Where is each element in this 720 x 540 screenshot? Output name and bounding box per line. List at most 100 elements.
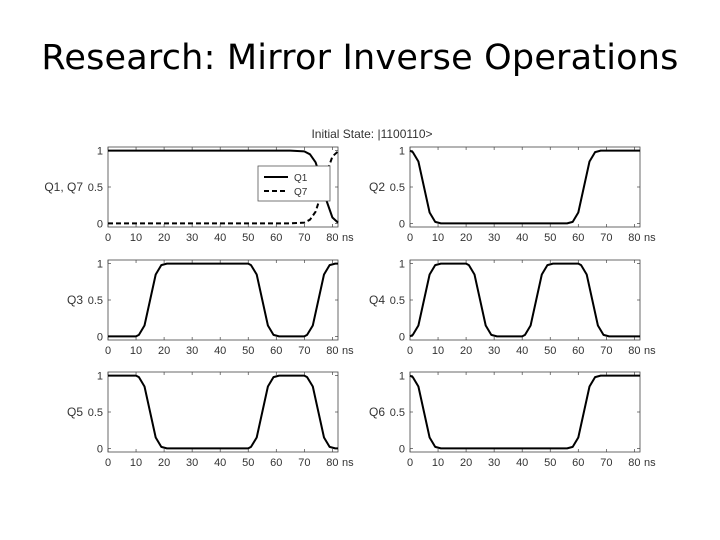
x-tick-label-2: 40 bbox=[516, 232, 528, 244]
plot-frame-3 bbox=[107, 259, 339, 341]
y-tick-label-2: 0.5 bbox=[390, 182, 405, 194]
x-tick-label-2: 60 bbox=[572, 232, 584, 244]
y-tick-label-5: 0 bbox=[97, 443, 103, 455]
series-line-4-1 bbox=[409, 262, 640, 338]
y-axis-label-3: Q3 bbox=[67, 293, 83, 307]
y-tick-label-1: 0 bbox=[97, 218, 103, 230]
x-tick-label-1: 40 bbox=[214, 232, 226, 244]
series-line-1-q7 bbox=[108, 150, 339, 225]
y-tick-label-1: 1 bbox=[97, 146, 103, 158]
series-line-5-1 bbox=[108, 374, 338, 450]
x-tick-label-4: 50 bbox=[544, 345, 556, 357]
x-tick-label-1: 70 bbox=[298, 232, 310, 244]
x-tick-label-6: 70 bbox=[600, 457, 612, 469]
x-tick-label-3: 70 bbox=[298, 345, 310, 357]
y-axis-label-1: Q1, Q7 bbox=[44, 180, 83, 194]
x-tick-label-5: 40 bbox=[214, 457, 226, 469]
y-tick-label-2: 1 bbox=[399, 146, 405, 158]
x-tick-label-4: 0 bbox=[407, 345, 413, 357]
y-tick-label-4: 0.5 bbox=[390, 295, 405, 307]
y-tick-label-6: 0 bbox=[399, 443, 405, 455]
plot-frame-5 bbox=[107, 371, 339, 453]
x-tick-label-5: 50 bbox=[242, 457, 254, 469]
slide-title: Research: Mirror Inverse Operations bbox=[41, 38, 679, 78]
x-tick-label-6: 20 bbox=[460, 457, 472, 469]
x-tick-label-1: 50 bbox=[242, 232, 254, 244]
x-tick-label-2: 0 bbox=[407, 232, 413, 244]
x-tick-label-1: 60 bbox=[270, 232, 282, 244]
x-tick-label-5: 80 bbox=[326, 457, 338, 469]
x-tick-label-1: 10 bbox=[130, 232, 142, 244]
x-tick-label-3: 50 bbox=[242, 345, 254, 357]
y-axis-label-5: Q5 bbox=[67, 405, 83, 419]
x-tick-label-1: 30 bbox=[186, 232, 198, 244]
y-tick-label-1: 0.5 bbox=[88, 182, 103, 194]
y-axis-label-6: Q6 bbox=[369, 405, 385, 419]
x-tick-label-2: 10 bbox=[432, 232, 444, 244]
x-tick-label-2: 80 bbox=[628, 232, 640, 244]
x-tick-label-3: 40 bbox=[214, 345, 226, 357]
y-tick-label-6: 1 bbox=[399, 371, 405, 383]
x-tick-label-3: 60 bbox=[270, 345, 282, 357]
x-axis-label-1: ns bbox=[342, 232, 354, 244]
x-tick-label-1: 20 bbox=[158, 232, 170, 244]
x-tick-label-5: 10 bbox=[130, 457, 142, 469]
x-axis-label-4: ns bbox=[644, 345, 656, 357]
x-tick-label-1: 80 bbox=[326, 232, 338, 244]
x-tick-label-5: 0 bbox=[105, 457, 111, 469]
x-tick-label-6: 30 bbox=[488, 457, 500, 469]
y-tick-label-3: 0 bbox=[97, 331, 103, 343]
x-tick-label-4: 70 bbox=[600, 345, 612, 357]
x-tick-label-4: 40 bbox=[516, 345, 528, 357]
y-tick-label-4: 0 bbox=[399, 331, 405, 343]
x-tick-label-5: 20 bbox=[158, 457, 170, 469]
x-tick-label-4: 10 bbox=[432, 345, 444, 357]
x-tick-label-6: 80 bbox=[628, 457, 640, 469]
x-tick-label-6: 10 bbox=[432, 457, 444, 469]
y-tick-label-3: 1 bbox=[97, 259, 103, 271]
x-tick-label-2: 50 bbox=[544, 232, 556, 244]
x-tick-label-3: 30 bbox=[186, 345, 198, 357]
legend-label-q1: Q1 bbox=[294, 173, 308, 184]
figure-title: Initial State: |1100110> bbox=[311, 127, 432, 141]
x-tick-label-6: 40 bbox=[516, 457, 528, 469]
y-axis-label-4: Q4 bbox=[369, 293, 385, 307]
x-tick-label-6: 50 bbox=[544, 457, 556, 469]
x-tick-label-4: 60 bbox=[572, 345, 584, 357]
legend-box bbox=[257, 165, 331, 202]
x-tick-label-1: 0 bbox=[105, 232, 111, 244]
x-tick-label-3: 80 bbox=[326, 345, 338, 357]
legend-label-q7: Q7 bbox=[294, 187, 308, 198]
x-tick-label-5: 30 bbox=[186, 457, 198, 469]
x-tick-label-5: 70 bbox=[298, 457, 310, 469]
x-axis-label-3: ns bbox=[342, 345, 354, 357]
y-tick-label-2: 0 bbox=[399, 218, 405, 230]
y-tick-label-3: 0.5 bbox=[88, 295, 103, 307]
x-tick-label-6: 0 bbox=[407, 457, 413, 469]
plot-frame-2 bbox=[409, 146, 641, 228]
x-tick-label-6: 60 bbox=[572, 457, 584, 469]
series-line-2-1 bbox=[409, 149, 640, 225]
x-tick-label-2: 30 bbox=[488, 232, 500, 244]
x-tick-label-4: 20 bbox=[460, 345, 472, 357]
series-line-6-1 bbox=[409, 374, 640, 450]
x-tick-label-3: 0 bbox=[105, 345, 111, 357]
y-tick-label-6: 0.5 bbox=[390, 407, 405, 419]
series-line-3-1 bbox=[108, 262, 338, 338]
plot-frame-6 bbox=[409, 371, 641, 453]
x-tick-label-4: 30 bbox=[488, 345, 500, 357]
x-tick-label-2: 70 bbox=[600, 232, 612, 244]
plot-frame-4 bbox=[409, 259, 641, 341]
x-tick-label-5: 60 bbox=[270, 457, 282, 469]
x-axis-label-5: ns bbox=[342, 457, 354, 469]
y-tick-label-5: 1 bbox=[97, 371, 103, 383]
x-tick-label-4: 80 bbox=[628, 345, 640, 357]
y-tick-label-5: 0.5 bbox=[88, 407, 103, 419]
y-axis-label-2: Q2 bbox=[369, 180, 385, 194]
y-tick-label-4: 1 bbox=[399, 259, 405, 271]
x-tick-label-3: 20 bbox=[158, 345, 170, 357]
x-tick-label-3: 10 bbox=[130, 345, 142, 357]
x-axis-label-6: ns bbox=[644, 457, 656, 469]
x-axis-label-2: ns bbox=[644, 232, 656, 244]
